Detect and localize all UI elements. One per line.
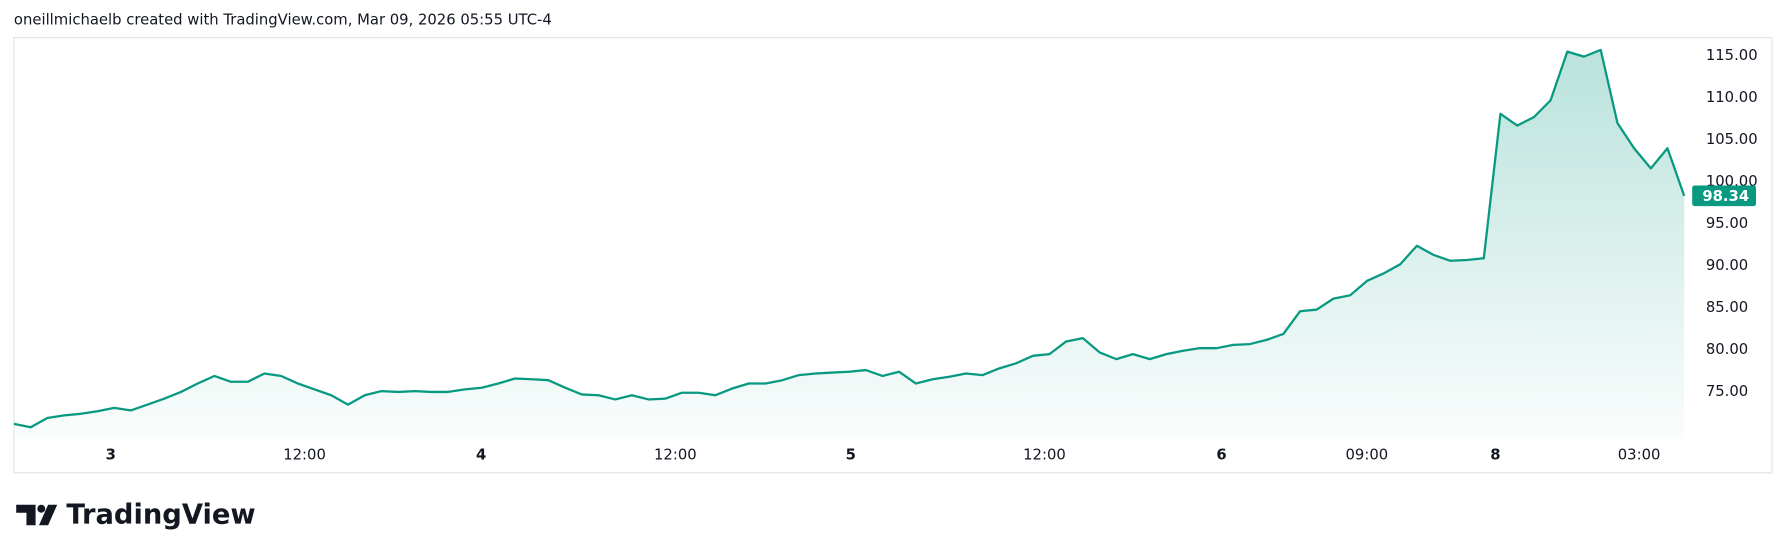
area-fill xyxy=(13,49,1685,439)
y-tick-label: 85.00 xyxy=(1706,299,1748,316)
x-tick-label: 6 xyxy=(1216,447,1226,464)
x-tick-label: 09:00 xyxy=(1346,447,1389,464)
y-tick-label: 95.00 xyxy=(1706,215,1748,232)
last-price-label: 98.34 xyxy=(1702,188,1749,205)
logo-icon xyxy=(16,504,58,526)
x-tick-label: 12:00 xyxy=(283,447,326,464)
y-tick-label: 80.00 xyxy=(1706,341,1748,358)
x-tick-label: 03:00 xyxy=(1618,447,1661,464)
x-tick-label: 3 xyxy=(106,447,116,464)
header: oneillmichaelb created with TradingView.… xyxy=(14,12,552,29)
y-tick-label: 90.00 xyxy=(1706,257,1748,274)
last-price-badge xyxy=(1692,185,1756,207)
y-tick-label: 105.00 xyxy=(1706,131,1758,148)
y-tick-label: 115.00 xyxy=(1706,47,1758,64)
y-tick-label: 110.00 xyxy=(1706,89,1758,106)
x-tick-label: 5 xyxy=(846,447,856,464)
x-tick-label: 8 xyxy=(1490,447,1500,464)
x-tick-label: 12:00 xyxy=(654,447,697,464)
y-tick-label: 75.00 xyxy=(1706,383,1748,400)
x-tick-label: 4 xyxy=(476,447,486,464)
price-line xyxy=(13,48,1686,429)
frame xyxy=(13,37,1773,474)
x-tick-label: 12:00 xyxy=(1023,447,1066,464)
logo-text: TradingView xyxy=(66,500,255,531)
